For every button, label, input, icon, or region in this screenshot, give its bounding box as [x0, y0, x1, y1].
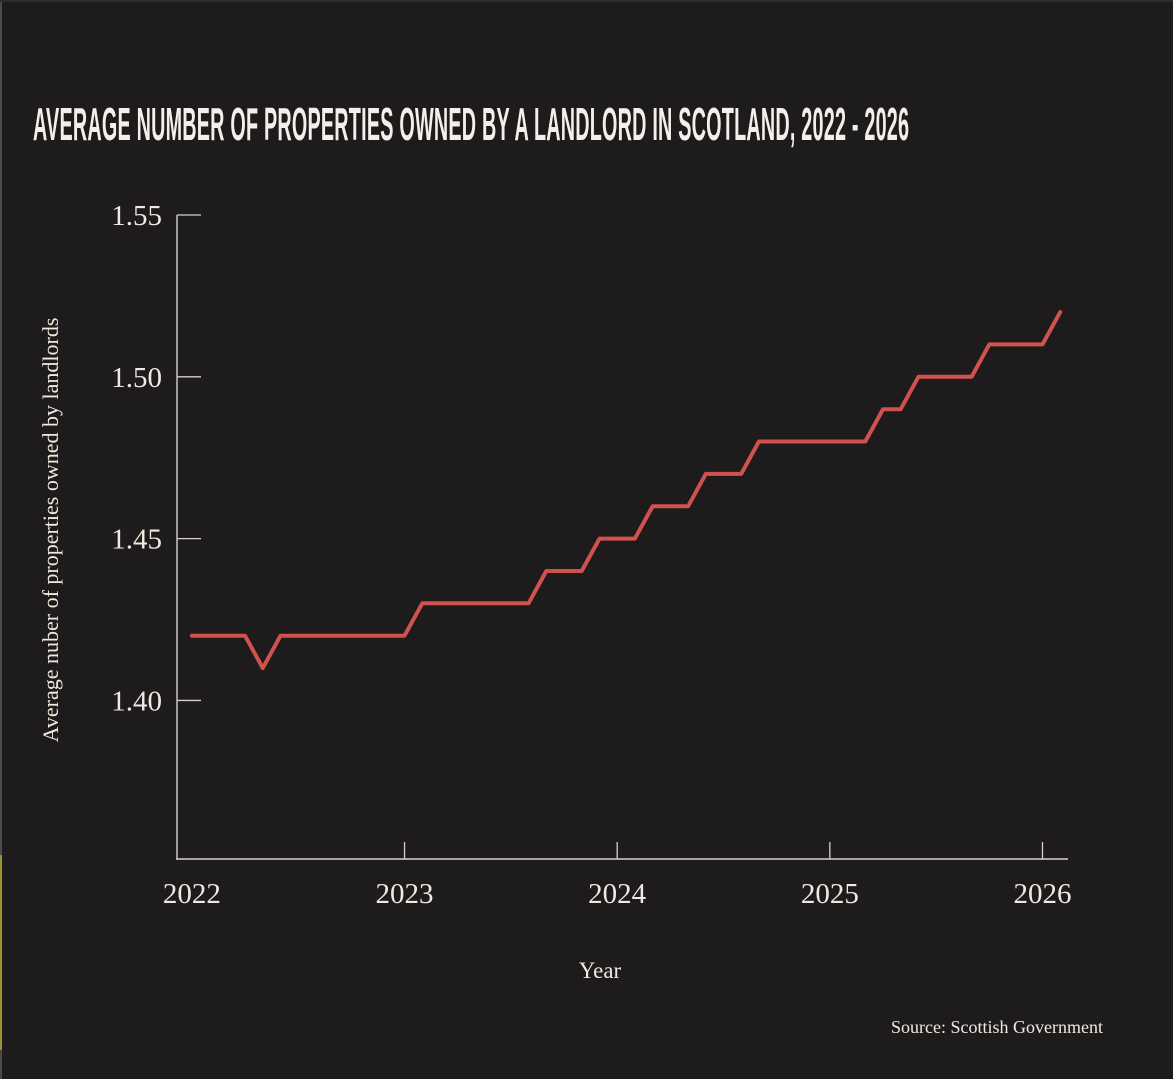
window-top-border: [0, 0, 1173, 2]
x-tick-label: 2025: [801, 878, 859, 910]
chart-title: AVERAGE NUMBER OF PROPERTIES OWNED BY A …: [33, 97, 910, 150]
x-axis-label: Year: [578, 958, 622, 983]
source-attribution: Source: Scottish Government: [891, 1017, 1103, 1037]
window-left-border: [0, 0, 2, 1079]
y-axis-label: Average nuber of properties owned by lan…: [38, 317, 63, 743]
x-tick-label: 2023: [376, 878, 434, 910]
x-tick-label: 2024: [588, 878, 647, 910]
y-tick-label: 1.40: [111, 685, 162, 717]
x-tick-label: 2026: [1013, 878, 1071, 910]
window-left-accent-strip: [0, 855, 2, 1050]
y-tick-label: 1.50: [111, 362, 162, 394]
data-line: [189, 310, 1063, 671]
y-tick-label: 1.45: [111, 524, 162, 556]
y-tick-label: 1.55: [111, 200, 162, 232]
x-tick-label: 2022: [163, 878, 221, 910]
